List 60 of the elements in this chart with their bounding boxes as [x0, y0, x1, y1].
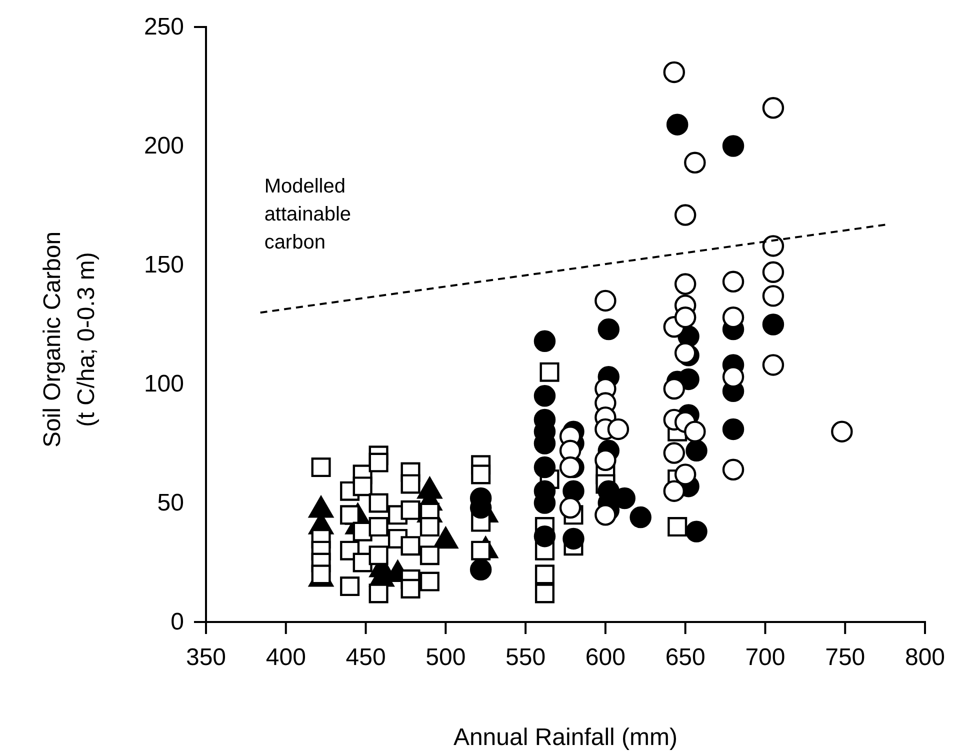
- point: [540, 362, 560, 382]
- x-tick-label: 750: [825, 644, 866, 672]
- point: [368, 493, 388, 513]
- point: [534, 330, 556, 352]
- point: [400, 500, 420, 520]
- point: [471, 540, 491, 560]
- point: [534, 385, 556, 407]
- point: [562, 528, 584, 550]
- point: [470, 558, 492, 580]
- point: [534, 525, 556, 548]
- point: [400, 536, 420, 556]
- point: [311, 458, 331, 478]
- x-tick-label: 350: [186, 644, 226, 672]
- point: [340, 576, 360, 596]
- y-tick-label: 0: [170, 608, 184, 636]
- point: [352, 476, 372, 496]
- y-tick-label: 100: [144, 370, 184, 398]
- point: [686, 520, 708, 542]
- point: [686, 440, 708, 462]
- point: [534, 456, 556, 478]
- point: [674, 464, 696, 486]
- x-tick-label: 450: [346, 644, 386, 672]
- point: [368, 517, 388, 537]
- point: [762, 314, 784, 336]
- x-tick-label: 650: [665, 644, 706, 672]
- point: [420, 572, 440, 592]
- point: [471, 464, 491, 484]
- point: [559, 496, 582, 519]
- point: [420, 517, 440, 537]
- text: Modelled attainable carbon: [264, 176, 352, 254]
- point: [722, 135, 744, 157]
- point: [630, 506, 652, 528]
- x-axis-title: Annual Rainfall (mm): [453, 724, 678, 751]
- x-tick-label: 550: [506, 644, 546, 672]
- point: [420, 546, 440, 566]
- point: [368, 452, 388, 472]
- point: [607, 418, 630, 440]
- y-tick-label: 50: [157, 490, 184, 517]
- point: [722, 418, 744, 440]
- point: [400, 578, 420, 598]
- point: [674, 306, 696, 328]
- point: [368, 546, 388, 566]
- x-tick-label: 400: [266, 644, 306, 672]
- y-tick-label: 200: [144, 132, 184, 160]
- point: [534, 584, 554, 604]
- point: [400, 474, 420, 494]
- point: [352, 552, 372, 572]
- point: [598, 318, 620, 340]
- x-tick-label: 500: [426, 644, 466, 672]
- point: [663, 480, 686, 502]
- x-tick-label: 800: [904, 644, 946, 672]
- x-tick-label: 600: [585, 644, 626, 672]
- x-tick-label: 700: [745, 644, 786, 672]
- point: [594, 504, 616, 526]
- point: [668, 517, 688, 537]
- y-axis-title: Soil Organic Carbon (t C/ha; 0-0.3 m): [39, 231, 100, 448]
- point: [534, 564, 554, 584]
- y-tick-label: 150: [144, 252, 184, 279]
- y-tick-label: 250: [144, 14, 184, 41]
- point: [666, 114, 688, 136]
